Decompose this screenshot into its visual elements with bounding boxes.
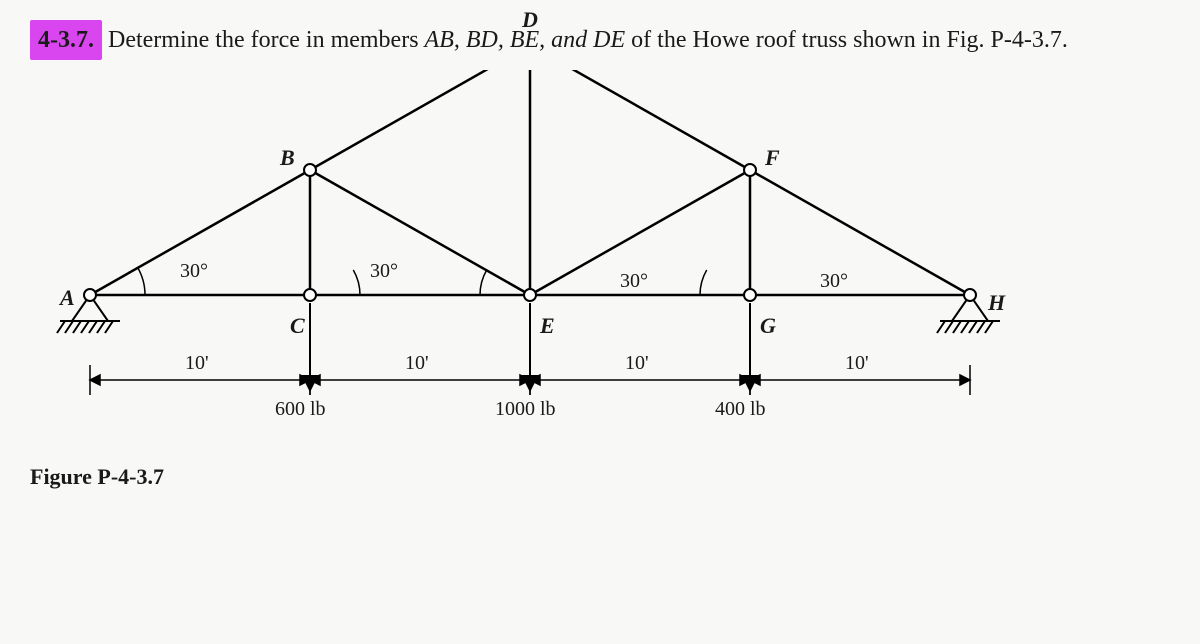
problem-text-1: Determine the force in members <box>108 27 425 53</box>
node-label-F: F <box>765 145 780 171</box>
angle-label: 30° <box>820 270 848 293</box>
node-label-G: G <box>760 313 776 339</box>
figure-caption: Figure P-4-3.7 <box>30 464 164 490</box>
load-label: 400 lb <box>715 398 766 421</box>
truss-figure: 600 lb1000 lb400 lb10'10'10'10'ABCDEFGH3… <box>30 70 1130 490</box>
dimension-label: 10' <box>405 352 429 375</box>
load-label: 600 lb <box>275 398 326 421</box>
angle-label: 30° <box>620 270 648 293</box>
problem-statement: 4-3.7. Determine the force in members AB… <box>30 20 1170 60</box>
node-label-D: D <box>522 7 538 33</box>
angle-label: 30° <box>370 260 398 283</box>
load-label: 1000 lb <box>495 398 556 421</box>
dimension-label: 10' <box>625 352 649 375</box>
node-label-H: H <box>988 290 1005 316</box>
node-label-B: B <box>280 145 295 171</box>
angle-label: 30° <box>180 260 208 283</box>
dimension-label: 10' <box>845 352 869 375</box>
problem-text-2: of the Howe roof truss shown in Fig. P-4… <box>625 27 1068 53</box>
node-label-C: C <box>290 313 305 339</box>
node-label-E: E <box>540 313 555 339</box>
problem-number: 4-3.7. <box>30 20 102 60</box>
node-label-A: A <box>60 285 75 311</box>
dimension-label: 10' <box>185 352 209 375</box>
